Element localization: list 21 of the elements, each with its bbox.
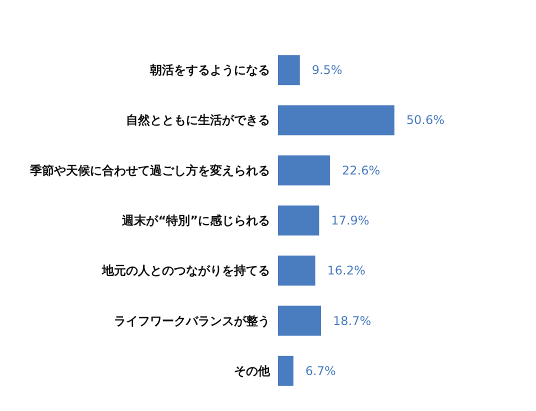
data-label: 6.7%: [305, 364, 336, 378]
y-tick-label: 自然とともに生活ができる: [126, 113, 270, 128]
y-tick-label: 週末が“特別”に感じられる: [121, 214, 270, 228]
y-tick-label: 朝活をするようになる: [149, 63, 270, 78]
bar: [278, 105, 394, 136]
data-label: 9.5%: [312, 63, 342, 78]
data-label: 18.7%: [333, 314, 372, 328]
y-tick-label: ライフワークバランスが整う: [114, 314, 270, 328]
bar: [278, 155, 330, 186]
y-tick-label: 季節や天候に合わせて過ごし方を変えられる: [29, 163, 270, 178]
bar: [278, 306, 322, 336]
data-label: 22.6%: [342, 163, 380, 178]
y-tick-label: 地元の人とのつながりを持てる: [101, 264, 270, 278]
y-tick-label: その他: [234, 364, 271, 378]
bar: [278, 206, 320, 236]
data-label: 17.9%: [331, 214, 370, 228]
bar: [278, 256, 316, 286]
data-label: 16.2%: [327, 264, 366, 278]
data-label: 50.6%: [406, 113, 445, 128]
bar: [278, 356, 294, 386]
bar: [278, 55, 300, 86]
